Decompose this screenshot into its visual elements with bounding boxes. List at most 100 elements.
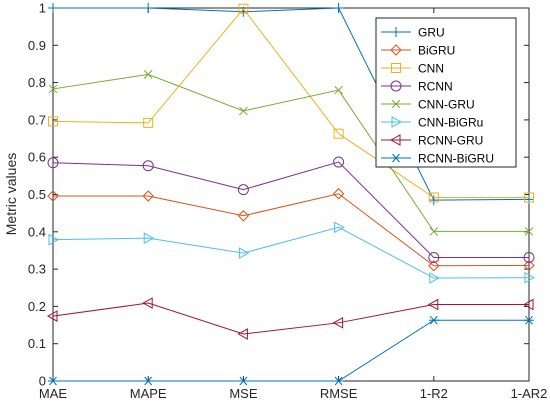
legend-label: GRU [418,26,445,40]
data-point [428,260,440,272]
data-point [524,271,536,284]
x-tick-label: RMSE [320,386,358,401]
legend-marker [391,116,403,128]
data-point [428,192,439,203]
series-cnn [48,3,534,203]
data-point [524,315,534,325]
data-point [237,184,249,196]
x-axis: MAE MAPE MSE RMSE 1-R2 1-AR2 [39,8,548,401]
data-point [47,157,59,169]
y-tick-label: 0.2 [28,299,46,314]
series-line [52,73,529,232]
y-tick-label: 0.7 [28,112,46,127]
legend-label: RCNN [418,80,453,94]
y-tick-label: 0.4 [28,224,46,239]
data-point [142,160,154,172]
y-tick-label: 0.8 [28,75,46,90]
data-point [238,3,249,14]
legend-label: CNN-BiGRu [418,116,483,130]
data-point [142,190,154,202]
data-point [143,3,154,13]
data-point [332,188,345,200]
y-tick-label: 0.3 [28,262,46,277]
data-point [238,247,250,259]
data-point [524,194,534,205]
series-rcnn [47,156,535,264]
y-tick-label: 1 [39,1,46,16]
legend-box [375,17,517,168]
y-tick-label: 0.1 [28,336,46,351]
series-line [52,7,529,198]
data-point [143,376,154,386]
data-point [429,227,439,236]
data-point [48,3,58,13]
data-point [334,221,345,234]
data-point [142,297,153,309]
legend-entry: RCNN-GRU [381,134,483,148]
x-tick-label: 1-R2 [420,386,448,401]
legend-entry: CNN-BiGRu [381,116,483,130]
x-tick-label: MSE [229,386,258,401]
x-tick-label: MAE [39,386,68,401]
x-tick-label: 1-AR2 [511,386,548,401]
legend-marker [390,44,402,56]
data-point [48,376,58,386]
legend-entry: CNN-GRU [381,98,475,112]
data-point [237,328,248,340]
data-point [428,252,440,264]
series-rcnn-gru [46,297,534,340]
data-point [524,227,534,236]
legend-entry: BiGRU [381,44,455,58]
data-point [332,316,344,329]
legend-marker [389,134,401,146]
series-rcnn-bigru [48,315,534,386]
series-layer [46,3,536,386]
legend-label: CNN [418,62,444,76]
legend: GRU BiGRU CNN RCNN CNN-GRU CNN-BiGRu RCNN-GRU R… [375,17,517,168]
x-tick-label: MAPE [130,386,167,401]
data-point [239,106,248,116]
data-point [333,128,344,139]
legend-label: RCNN-BiGRU [418,152,494,166]
data-point [48,116,58,127]
data-point [46,310,58,322]
legend-entry: GRU [381,26,445,40]
series-cnn-bigru [48,221,536,284]
series-cnn-gru [48,70,534,236]
legend-entry: RCNN [381,80,453,94]
legend-entry: RCNN-BiGRU [381,152,494,166]
legend-marker [391,99,401,109]
legend-label: CNN-GRU [418,98,475,112]
data-point [143,70,153,79]
data-point [143,232,155,244]
series-line [53,193,530,267]
data-point [522,298,534,311]
data-point [427,298,439,311]
legend-marker [391,27,401,37]
series-line [53,319,529,382]
legend-label: RCNN-GRU [418,134,483,148]
data-point [429,272,440,284]
data-point [523,252,535,264]
data-point [428,195,439,206]
y-tick-label: 0.9 [28,38,46,53]
y-tick-label: 0 [39,374,46,389]
data-point [47,190,59,202]
legend-marker [391,63,401,73]
data-point [143,117,154,128]
series-line [52,161,529,259]
series-line [52,302,529,335]
data-point [523,259,535,272]
data-point [524,192,534,203]
data-point [333,376,344,386]
legend-marker [391,153,401,163]
data-point [48,233,60,246]
series-line [53,7,530,201]
data-point [333,3,344,13]
legend-entry: CNN [381,62,444,76]
data-point [238,376,249,386]
data-point [428,315,439,325]
data-point [333,156,345,168]
y-tick-label: 0.5 [28,187,46,202]
